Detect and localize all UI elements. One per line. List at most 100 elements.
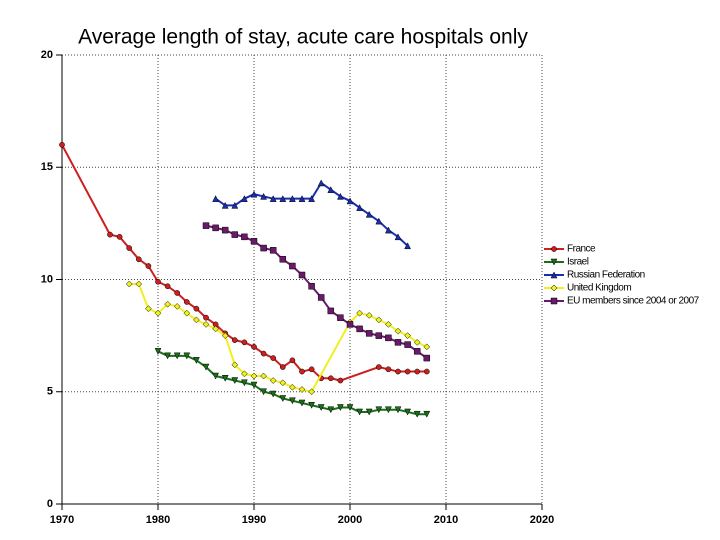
data-point bbox=[385, 366, 392, 373]
data-point bbox=[308, 366, 315, 373]
data-point bbox=[413, 410, 421, 418]
data-point bbox=[279, 364, 286, 370]
data-point bbox=[337, 377, 344, 384]
legend-label: Russian Federation bbox=[567, 270, 645, 281]
data-point bbox=[269, 247, 277, 254]
data-point bbox=[260, 244, 267, 252]
data-point bbox=[356, 408, 364, 416]
data-point bbox=[298, 195, 306, 202]
data-point bbox=[260, 388, 268, 396]
data-point bbox=[145, 263, 152, 269]
data-point bbox=[365, 210, 373, 218]
data-point bbox=[413, 348, 421, 355]
data-point bbox=[288, 397, 296, 405]
data-point bbox=[231, 361, 239, 369]
data-point bbox=[154, 348, 162, 355]
data-point bbox=[394, 406, 402, 414]
y-tick-label: 5 bbox=[47, 386, 53, 398]
data-point bbox=[193, 316, 200, 324]
data-point bbox=[356, 325, 363, 333]
data-point bbox=[394, 327, 402, 335]
data-point bbox=[404, 242, 412, 250]
data-point bbox=[135, 256, 142, 263]
data-point bbox=[155, 278, 161, 285]
data-point bbox=[336, 192, 344, 200]
data-point bbox=[231, 337, 238, 343]
data-point bbox=[279, 379, 287, 387]
data-point bbox=[173, 303, 181, 310]
data-point bbox=[154, 309, 162, 317]
data-point bbox=[269, 390, 277, 398]
data-point bbox=[356, 204, 364, 211]
data-point bbox=[250, 190, 258, 198]
data-point bbox=[241, 370, 248, 378]
data-point bbox=[241, 339, 248, 346]
data-point bbox=[327, 307, 335, 315]
data-point bbox=[394, 339, 402, 346]
data-point bbox=[308, 282, 315, 290]
data-point bbox=[365, 408, 373, 416]
data-point bbox=[336, 404, 344, 412]
data-point bbox=[375, 332, 383, 339]
data-point bbox=[212, 224, 219, 232]
data-point bbox=[423, 410, 431, 418]
data-point bbox=[221, 375, 229, 382]
data-point bbox=[260, 350, 267, 357]
data-point bbox=[423, 354, 431, 362]
data-point bbox=[231, 231, 239, 238]
data-point bbox=[308, 401, 316, 409]
legend-label: United Kingdom bbox=[567, 283, 631, 294]
data-point bbox=[298, 271, 306, 279]
data-point bbox=[270, 355, 277, 361]
data-point bbox=[203, 314, 209, 321]
x-tick-label: 2020 bbox=[530, 514, 554, 526]
y-tick-label: 10 bbox=[41, 273, 53, 285]
data-point bbox=[298, 386, 306, 393]
data-point bbox=[327, 186, 335, 193]
data-point bbox=[135, 280, 143, 288]
y-tick-label: 0 bbox=[47, 498, 53, 510]
data-point bbox=[365, 312, 373, 319]
data-point bbox=[107, 231, 113, 238]
data-point bbox=[298, 399, 306, 407]
data-point bbox=[116, 233, 123, 240]
legend-label: France bbox=[567, 244, 596, 255]
data-point bbox=[375, 217, 383, 225]
data-point bbox=[250, 238, 258, 245]
data-point bbox=[337, 314, 344, 321]
data-point bbox=[183, 299, 190, 305]
data-point bbox=[423, 343, 431, 351]
data-point bbox=[289, 262, 296, 270]
legend-marker bbox=[550, 284, 558, 292]
data-point bbox=[327, 375, 334, 382]
data-point bbox=[164, 352, 172, 360]
data-point bbox=[288, 195, 296, 202]
data-point bbox=[356, 309, 363, 317]
data-point bbox=[299, 368, 305, 375]
data-point bbox=[385, 321, 392, 328]
data-point bbox=[231, 201, 239, 209]
data-point bbox=[327, 406, 335, 414]
data-point bbox=[126, 245, 133, 251]
data-point bbox=[221, 201, 229, 209]
series-line bbox=[205, 224, 428, 359]
series-line bbox=[129, 282, 428, 393]
legend-label: Israel bbox=[567, 257, 589, 268]
data-point bbox=[289, 383, 296, 391]
data-point bbox=[212, 195, 220, 202]
data-point bbox=[212, 372, 220, 380]
data-point bbox=[231, 377, 239, 385]
data-point bbox=[414, 368, 421, 375]
data-point bbox=[404, 341, 411, 348]
data-point bbox=[317, 294, 325, 301]
data-point bbox=[404, 408, 412, 416]
data-point bbox=[279, 395, 287, 403]
data-point bbox=[308, 195, 316, 202]
data-point bbox=[193, 305, 200, 312]
data-point bbox=[174, 290, 181, 296]
data-point bbox=[240, 379, 248, 387]
data-point bbox=[251, 344, 257, 350]
data-point bbox=[385, 334, 392, 342]
x-tick-label: 2010 bbox=[434, 514, 458, 526]
data-point bbox=[173, 352, 181, 360]
